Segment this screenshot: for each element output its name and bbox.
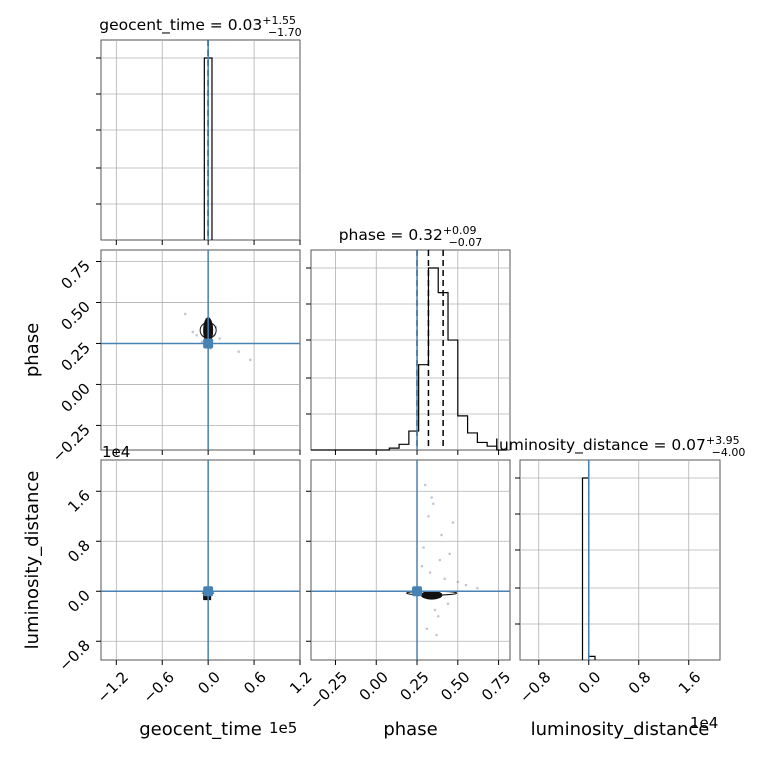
y-axis-label: luminosity_distance [22, 471, 43, 650]
panel-phase-vs-geocent_time [100, 249, 301, 451]
scatter-point [438, 558, 442, 562]
scatter-point [451, 521, 455, 524]
x-tick-label: 0.8 [625, 668, 655, 698]
scatter-point [436, 614, 440, 618]
scatter-point [423, 483, 427, 487]
scatter-point [432, 502, 435, 506]
scatter-point [446, 602, 450, 606]
scatter-point [456, 580, 460, 584]
y-tick-label: 0.00 [57, 380, 93, 416]
truth-marker [203, 338, 214, 349]
offset-label: 1e5 [269, 719, 297, 737]
plot-labels: geocent_time = 0.03+1.55 −1.70 phase = 0.3… [22, 14, 745, 740]
x-tick-label: 1.6 [675, 668, 705, 698]
hist-phase [311, 267, 507, 451]
scatter-point [443, 577, 447, 581]
x-tick-label: 0.50 [437, 668, 473, 704]
scatter-point [435, 633, 438, 637]
panel-luminosity_distance-vs-geocent_time [100, 459, 301, 661]
x-tick-label: 1.2 [286, 668, 316, 698]
scatter-point [200, 340, 204, 344]
y-tick-label: 0.0 [64, 586, 94, 616]
x-tick-label: 0.0 [194, 668, 224, 698]
scatter-point [428, 571, 432, 574]
hist-panel-geocent_time [100, 39, 301, 241]
x-tick-label: 0.75 [478, 668, 514, 704]
y-tick-label: −0.25 [49, 421, 94, 466]
scatter-point [476, 586, 479, 590]
y-tick-label: 0.25 [57, 339, 93, 375]
hist-panel-luminosity_distance [519, 459, 721, 661]
x-axis-label: luminosity_distance [531, 719, 710, 740]
x-axis-label: phase [383, 719, 437, 740]
offset-label: 1e4 [690, 714, 718, 732]
panel-title: geocent_time = 0.03+1.55 −1.70 [99, 14, 301, 39]
y-tick-label: −0.8 [55, 636, 93, 674]
scatter-point [422, 546, 425, 549]
y-axis-label: phase [22, 323, 43, 377]
x-tick-label: −0.8 [516, 668, 554, 706]
x-tick-label: 0.6 [240, 668, 270, 698]
scatter-point [430, 496, 434, 499]
truth-marker [203, 586, 214, 597]
panel-title: phase = 0.32+0.09 −0.07 [339, 224, 483, 249]
offset-label: 1e4 [102, 443, 130, 461]
x-tick-label: 0.00 [356, 668, 392, 704]
scatter-point [464, 583, 468, 587]
y-tick-label: 0.50 [57, 298, 93, 334]
scatter-point [191, 330, 195, 334]
x-tick-label: 0.0 [575, 668, 605, 698]
scatter-point [183, 312, 187, 316]
scatter-point [448, 552, 451, 556]
scatter-point [218, 337, 221, 340]
x-tick-label: −1.2 [94, 668, 132, 706]
panel-title: luminosity_distance = 0.07+3.95 −4.00 [495, 434, 746, 459]
x-tick-label: −0.25 [306, 668, 351, 713]
scatter-point [427, 514, 430, 518]
scatter-point [433, 608, 437, 612]
scatter-point [420, 564, 424, 568]
scatter-point [248, 358, 252, 362]
scatter-point [440, 533, 443, 537]
x-tick-label: −0.6 [139, 668, 177, 706]
scatter-point [195, 333, 198, 337]
scatter-point [237, 350, 241, 353]
hist-panel-phase [310, 249, 511, 451]
truth-marker [412, 586, 423, 597]
x-axis-label: geocent_time [139, 719, 262, 740]
plot-marks [96, 39, 721, 665]
y-tick-label: 0.75 [57, 257, 93, 293]
scatter-point [425, 627, 429, 631]
x-tick-label: 0.25 [396, 668, 432, 704]
y-tick-label: 0.8 [64, 536, 94, 566]
y-tick-label: 1.6 [64, 486, 94, 516]
panel-luminosity_distance-vs-phase [310, 459, 511, 661]
